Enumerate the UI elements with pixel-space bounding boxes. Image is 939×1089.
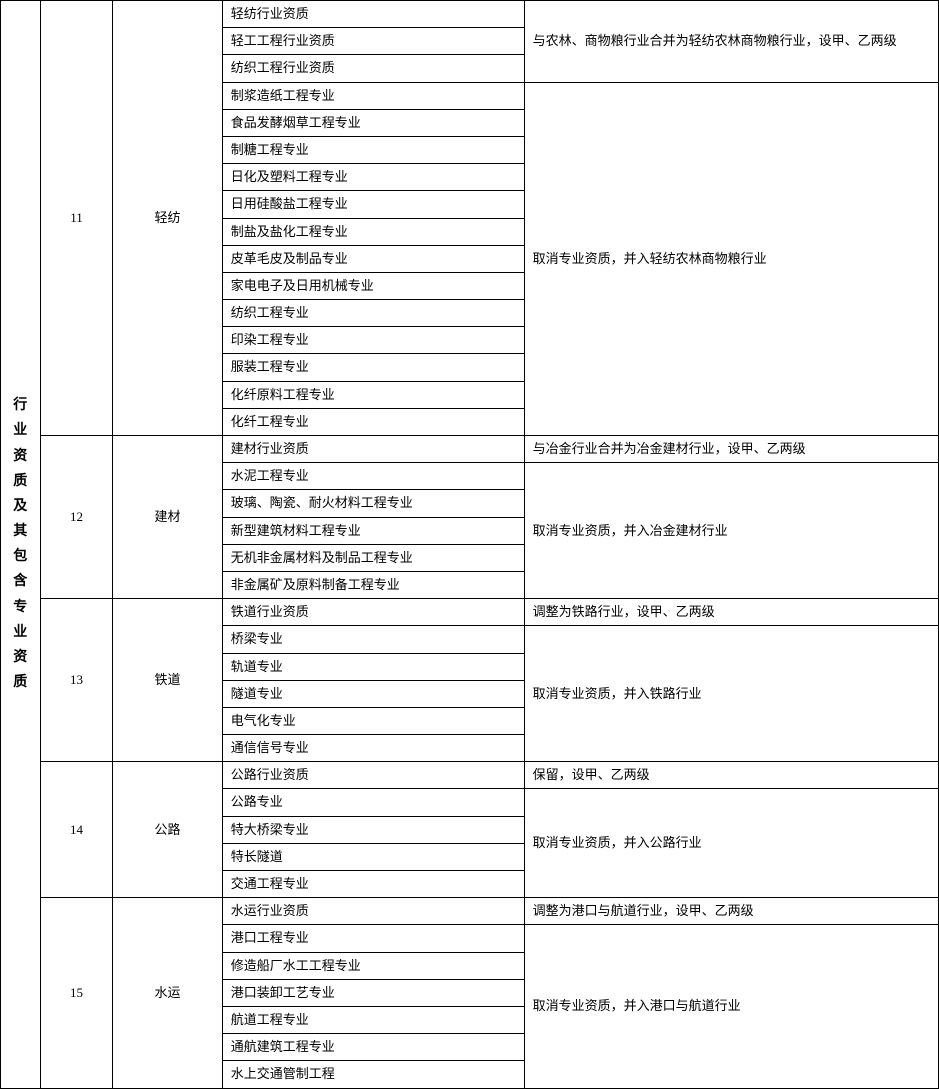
item-cell: 制糖工程专业 (222, 136, 524, 163)
item-cell: 家电电子及日用机械专业 (222, 272, 524, 299)
item-cell: 非金属矿及原料制备工程专业 (222, 571, 524, 598)
item-cell: 交通工程专业 (222, 871, 524, 898)
qualification-table: 行业资质及其包含专业资质11轻纺轻纺行业资质与农林、商物粮行业合并为轻纺农林商物… (0, 0, 939, 1089)
table-row: 12建材建材行业资质与冶金行业合并为冶金建材行业，设甲、乙两级 (1, 436, 939, 463)
item-cell: 轻工工程行业资质 (222, 28, 524, 55)
item-cell: 桥梁专业 (222, 626, 524, 653)
note-cell: 与冶金行业合并为冶金建材行业，设甲、乙两级 (524, 436, 938, 463)
item-cell: 日用硅酸盐工程专业 (222, 191, 524, 218)
item-cell: 印染工程专业 (222, 327, 524, 354)
item-cell: 新型建筑材料工程专业 (222, 517, 524, 544)
item-cell: 轻纺行业资质 (222, 1, 524, 28)
section-category: 铁道 (113, 599, 222, 762)
item-cell: 轨道专业 (222, 653, 524, 680)
item-cell: 日化及塑料工程专业 (222, 164, 524, 191)
table-row: 行业资质及其包含专业资质11轻纺轻纺行业资质与农林、商物粮行业合并为轻纺农林商物… (1, 1, 939, 28)
note-cell: 与农林、商物粮行业合并为轻纺农林商物粮行业，设甲、乙两级 (524, 1, 938, 83)
section-category: 轻纺 (113, 1, 222, 436)
item-cell: 玻璃、陶瓷、耐火材料工程专业 (222, 490, 524, 517)
note-cell: 取消专业资质，并入公路行业 (524, 789, 938, 898)
item-cell: 纺织工程行业资质 (222, 55, 524, 82)
item-cell: 服装工程专业 (222, 354, 524, 381)
item-cell: 隧道专业 (222, 680, 524, 707)
item-cell: 水泥工程专业 (222, 463, 524, 490)
item-cell: 电气化专业 (222, 707, 524, 734)
item-cell: 修造船厂水工工程专业 (222, 952, 524, 979)
item-cell: 食品发酵烟草工程专业 (222, 109, 524, 136)
table-row: 15水运水运行业资质调整为港口与航道行业，设甲、乙两级 (1, 898, 939, 925)
section-number: 15 (40, 898, 113, 1088)
section-number: 11 (40, 1, 113, 436)
item-cell: 建材行业资质 (222, 436, 524, 463)
section-number: 13 (40, 599, 113, 762)
item-cell: 通航建筑工程专业 (222, 1034, 524, 1061)
note-cell: 调整为铁路行业，设甲、乙两级 (524, 599, 938, 626)
row-header: 行业资质及其包含专业资质 (1, 1, 41, 1089)
item-cell: 公路行业资质 (222, 762, 524, 789)
note-cell: 取消专业资质，并入轻纺农林商物粮行业 (524, 82, 938, 435)
section-number: 14 (40, 762, 113, 898)
section-category: 水运 (113, 898, 222, 1088)
item-cell: 特大桥梁专业 (222, 816, 524, 843)
table-row: 13铁道铁道行业资质调整为铁路行业，设甲、乙两级 (1, 599, 939, 626)
item-cell: 无机非金属材料及制品工程专业 (222, 544, 524, 571)
item-cell: 公路专业 (222, 789, 524, 816)
section-number: 12 (40, 436, 113, 599)
table-row: 14公路公路行业资质保留，设甲、乙两级 (1, 762, 939, 789)
section-category: 公路 (113, 762, 222, 898)
note-cell: 取消专业资质，并入铁路行业 (524, 626, 938, 762)
note-cell: 保留，设甲、乙两级 (524, 762, 938, 789)
item-cell: 制盐及盐化工程专业 (222, 218, 524, 245)
item-cell: 制浆造纸工程专业 (222, 82, 524, 109)
item-cell: 港口装卸工艺专业 (222, 979, 524, 1006)
item-cell: 纺织工程专业 (222, 300, 524, 327)
item-cell: 化纤工程专业 (222, 408, 524, 435)
section-category: 建材 (113, 436, 222, 599)
note-cell: 取消专业资质，并入港口与航道行业 (524, 925, 938, 1088)
item-cell: 特长隧道 (222, 843, 524, 870)
item-cell: 化纤原料工程专业 (222, 381, 524, 408)
item-cell: 航道工程专业 (222, 1006, 524, 1033)
item-cell: 铁道行业资质 (222, 599, 524, 626)
note-cell: 取消专业资质，并入冶金建材行业 (524, 463, 938, 599)
item-cell: 港口工程专业 (222, 925, 524, 952)
item-cell: 水运行业资质 (222, 898, 524, 925)
note-cell: 调整为港口与航道行业，设甲、乙两级 (524, 898, 938, 925)
item-cell: 皮革毛皮及制品专业 (222, 245, 524, 272)
item-cell: 通信信号专业 (222, 735, 524, 762)
item-cell: 水上交通管制工程 (222, 1061, 524, 1088)
